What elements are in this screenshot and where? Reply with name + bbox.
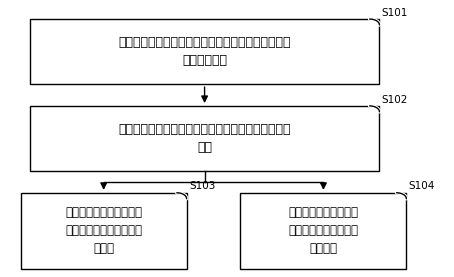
- FancyBboxPatch shape: [21, 193, 187, 269]
- Text: S104: S104: [409, 181, 435, 191]
- Text: S103: S103: [189, 181, 215, 191]
- Text: S101: S101: [382, 8, 408, 18]
- Text: S102: S102: [382, 94, 408, 105]
- FancyBboxPatch shape: [30, 19, 380, 84]
- Text: 若否，则保持磁悬浮分
子泵的待检测状态，并
发出警报: 若否，则保持磁悬浮分 子泵的待检测状态，并 发出警报: [288, 206, 358, 255]
- Text: 若是，则解除待检测状态
，并控制磁悬浮分子泵开
机启动: 若是，则解除待检测状态 ，并控制磁悬浮分子泵开 机启动: [65, 206, 142, 255]
- Text: 在磁悬浮分子泵开机启动之前，将磁悬浮分子泵设置
为待检测状态: 在磁悬浮分子泵开机启动之前，将磁悬浮分子泵设置 为待检测状态: [118, 36, 291, 67]
- Text: 判断待检测状态下的磁悬浮分子泵是否满足开机启动
条件: 判断待检测状态下的磁悬浮分子泵是否满足开机启动 条件: [118, 123, 291, 154]
- FancyBboxPatch shape: [30, 106, 380, 171]
- FancyBboxPatch shape: [241, 193, 406, 269]
